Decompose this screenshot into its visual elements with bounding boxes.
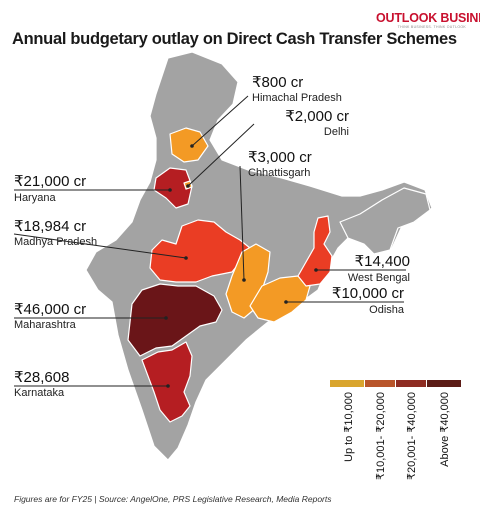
legend-swatch <box>365 380 395 387</box>
page-title: Annual budgetary outlay on Direct Cash T… <box>12 30 457 48</box>
legend-label: ₹10,001- ₹20,000 <box>375 392 387 480</box>
leader-chhattisgarh <box>239 165 245 281</box>
label-value: ₹800 cr <box>252 74 303 91</box>
label-value: ₹28,608 <box>14 369 69 386</box>
dot-delhi <box>186 184 190 188</box>
dot-maharashtra <box>164 316 168 320</box>
legend-swatch <box>330 380 364 387</box>
legend-swatch <box>396 380 426 387</box>
dot-madhya-pradesh <box>184 256 188 260</box>
brand-logo: OUTLOOK BUSINESS THINK BUSINESS. THINK O… <box>376 11 480 29</box>
dot-west-bengal <box>314 268 318 272</box>
label-state: Haryana <box>14 192 56 204</box>
dot-odisha <box>284 300 288 304</box>
dot-himachal <box>190 144 194 148</box>
state-maharashtra <box>127 283 223 357</box>
northeast-region <box>339 187 431 255</box>
label-value: ₹18,984 cr <box>14 218 86 235</box>
label-state: Karnataka <box>14 387 65 399</box>
state-haryana <box>153 167 193 209</box>
leader-madhya-pradesh <box>13 233 187 259</box>
dot-karnataka <box>166 384 170 388</box>
label-state: Himachal Pradesh <box>252 92 342 104</box>
label-state: Madhya Pradesh <box>14 236 97 248</box>
label-value: ₹21,000 cr <box>14 173 86 190</box>
state-odisha <box>249 275 311 323</box>
dot-haryana <box>168 188 172 192</box>
state-himachal-pradesh <box>169 127 209 163</box>
label-state: Odisha <box>369 304 405 316</box>
legend-swatch <box>427 380 461 387</box>
label-value: ₹10,000 cr <box>332 285 404 302</box>
legend: Up to ₹10,000 ₹10,001- ₹20,000 ₹20,001- … <box>330 380 461 480</box>
label-value: ₹2,000 cr <box>285 108 349 125</box>
brand-tagline: THINK BUSINESS. THINK OUTLOOK <box>397 25 466 29</box>
label-value: ₹46,000 cr <box>14 301 86 318</box>
leader-himachal <box>191 95 249 147</box>
label-state: West Bengal <box>348 272 410 284</box>
legend-label: ₹20,001- ₹40,000 <box>406 392 418 480</box>
state-west-bengal <box>297 215 333 287</box>
dot-chhattisgarh <box>242 278 246 282</box>
source-footnote: Figures are for FY25 | Source: AngelOne,… <box>14 494 332 504</box>
label-value: ₹14,400 <box>355 253 410 270</box>
label-state: Maharashtra <box>14 319 77 331</box>
legend-label: Above ₹40,000 <box>439 392 451 467</box>
label-state: Chhattisgarh <box>248 167 310 179</box>
brand-name: OUTLOOK BUSINESS <box>376 11 480 25</box>
label-value: ₹3,000 cr <box>248 149 312 166</box>
state-karnataka <box>141 341 193 423</box>
label-state: Delhi <box>324 126 349 138</box>
leader-delhi <box>187 123 255 187</box>
legend-label: Up to ₹10,000 <box>343 392 355 462</box>
